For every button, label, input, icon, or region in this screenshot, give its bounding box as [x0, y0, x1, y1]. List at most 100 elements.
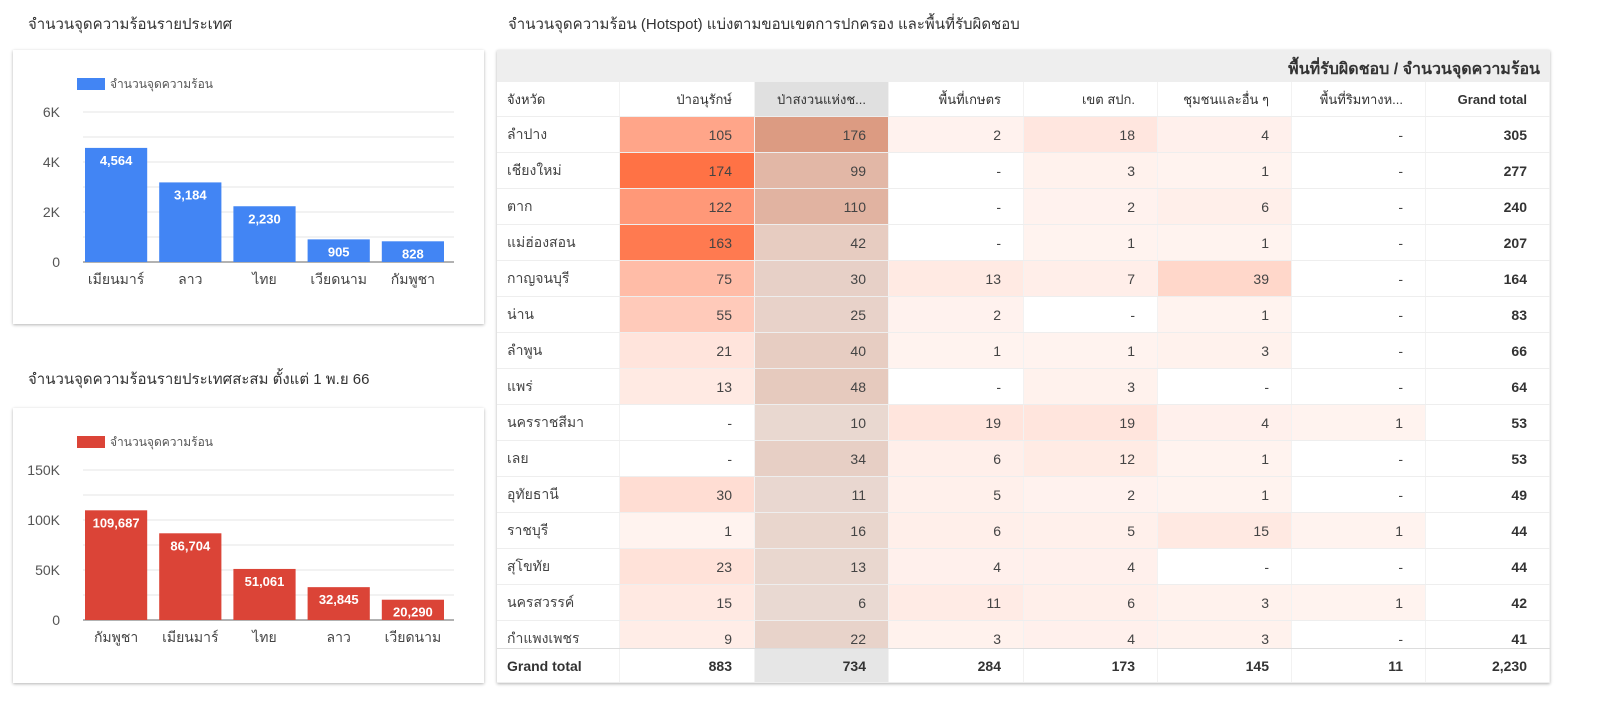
bar	[233, 206, 296, 262]
bar	[85, 147, 148, 262]
value-cell: 3	[1158, 585, 1292, 620]
bar	[381, 241, 444, 262]
bar	[307, 587, 370, 620]
table-row: อุทัยธานี 30 11 5 2 1-49	[497, 477, 1550, 513]
value-cell: 39	[1158, 261, 1292, 296]
table-footer-row: Grand total 883 734 284 173 145 11 2,230	[497, 648, 1550, 683]
value-cell: 6	[1024, 585, 1158, 620]
province-cell: ลำพูน	[497, 333, 620, 368]
y-tick-label: 6K	[43, 104, 61, 120]
value-cell: 163	[620, 225, 755, 260]
bar-data-label: 2,230	[248, 211, 281, 226]
value-cell: 1	[1158, 153, 1292, 188]
x-tick-label: เวียดนาม	[310, 271, 367, 287]
value-cell: 3	[1158, 333, 1292, 368]
column-header[interactable]: พื้นที่เกษตร	[889, 82, 1024, 116]
value-cell: -	[1292, 369, 1426, 404]
value-cell: 34	[755, 441, 889, 476]
y-tick-label: 2K	[43, 204, 61, 220]
value-cell: -	[889, 225, 1024, 260]
value-cell: 4	[1158, 405, 1292, 440]
bar-data-label: 20,290	[393, 605, 433, 620]
value-cell: 6	[1158, 189, 1292, 224]
value-cell: 75	[620, 261, 755, 296]
value-cell: 64	[1426, 369, 1550, 404]
x-tick-label: ลาว	[327, 629, 351, 645]
bar-data-label: 32,845	[319, 592, 359, 607]
province-cell: แพร่	[497, 369, 620, 404]
value-cell: -	[620, 441, 755, 476]
x-tick-label: กัมพูชา	[391, 271, 435, 288]
value-cell: 55	[620, 297, 755, 332]
value-cell: -	[1292, 261, 1426, 296]
table-row: นครสวรรค์ 15 6 11 6 3 1 42	[497, 585, 1550, 621]
column-header[interactable]: Grand total	[1426, 82, 1550, 116]
value-cell: 1	[1292, 585, 1426, 620]
total-cell: 883	[620, 649, 755, 682]
value-cell: -	[1158, 549, 1292, 584]
x-tick-label: เมียนมาร์	[88, 271, 145, 287]
bar	[85, 510, 148, 620]
value-cell: 42	[1426, 585, 1550, 620]
value-cell: 6	[889, 441, 1024, 476]
value-cell: 13	[620, 369, 755, 404]
province-cell: กำแพงเพชร	[497, 621, 620, 648]
value-cell: 41	[1426, 621, 1550, 648]
value-cell: 48	[755, 369, 889, 404]
province-cell: เลย	[497, 441, 620, 476]
table-body[interactable]: ลำปาง 105 176 2 18 4-305 เชียงใหม่ 174 99-3 1-277…	[497, 117, 1550, 648]
total-cell: 2,230	[1426, 649, 1550, 682]
value-cell: 1	[1292, 405, 1426, 440]
province-cell: ตาก	[497, 189, 620, 224]
value-cell: 19	[1024, 405, 1158, 440]
value-cell: 122	[620, 189, 755, 224]
value-cell: 1	[1024, 225, 1158, 260]
value-cell: 15	[620, 585, 755, 620]
legend-swatch	[77, 436, 105, 448]
column-header[interactable]: ป่าอนุรักษ์	[620, 82, 755, 116]
value-cell: -	[620, 405, 755, 440]
x-tick-label: ไทย	[251, 629, 276, 645]
value-cell: 5	[1024, 513, 1158, 548]
table-row: กำแพงเพชร 9 22 3 4 3-41	[497, 621, 1550, 648]
bar	[381, 599, 444, 620]
value-cell: 5	[889, 477, 1024, 512]
value-cell: 110	[755, 189, 889, 224]
value-cell: 305	[1426, 117, 1550, 152]
value-cell: -	[889, 369, 1024, 404]
value-cell: -	[1292, 621, 1426, 648]
value-cell: 19	[889, 405, 1024, 440]
y-tick-label: 0	[52, 612, 60, 628]
value-cell: 3	[1024, 153, 1158, 188]
value-cell: 53	[1426, 405, 1550, 440]
value-cell: 164	[1426, 261, 1550, 296]
column-header[interactable]: พื้นที่ริมทางห...	[1292, 82, 1426, 116]
chart2-card: จำนวนจุดความร้อน 0 50K 100K 150K 109,687 กัมพู…	[13, 408, 484, 683]
value-cell: 105	[620, 117, 755, 152]
total-cell: 173	[1024, 649, 1158, 682]
bar	[307, 239, 370, 262]
value-cell: 25	[755, 297, 889, 332]
value-cell: 9	[620, 621, 755, 648]
value-cell: 1	[1158, 225, 1292, 260]
chart1-title: จำนวนจุดความร้อนรายประเทศ	[28, 16, 233, 33]
value-cell: 176	[755, 117, 889, 152]
bar-data-label: 86,704	[170, 538, 211, 553]
column-header[interactable]: จังหวัด	[497, 82, 620, 116]
x-tick-label: เมียนมาร์	[162, 629, 219, 645]
province-cell: น่าน	[497, 297, 620, 332]
value-cell: 1	[1158, 297, 1292, 332]
value-cell: -	[1292, 549, 1426, 584]
value-cell: 30	[755, 261, 889, 296]
column-header[interactable]: เขต สปก.	[1024, 82, 1158, 116]
column-header[interactable]: ป่าสงวนแห่งช...	[755, 82, 889, 116]
value-cell: -	[1292, 153, 1426, 188]
x-tick-label: ลาว	[178, 271, 202, 287]
value-cell: 1	[1292, 513, 1426, 548]
value-cell: -	[1292, 441, 1426, 476]
value-cell: 1	[1158, 477, 1292, 512]
column-header[interactable]: ชุมชนและอื่น ๆ	[1158, 82, 1292, 116]
value-cell: 66	[1426, 333, 1550, 368]
value-cell: 83	[1426, 297, 1550, 332]
value-cell: 99	[755, 153, 889, 188]
